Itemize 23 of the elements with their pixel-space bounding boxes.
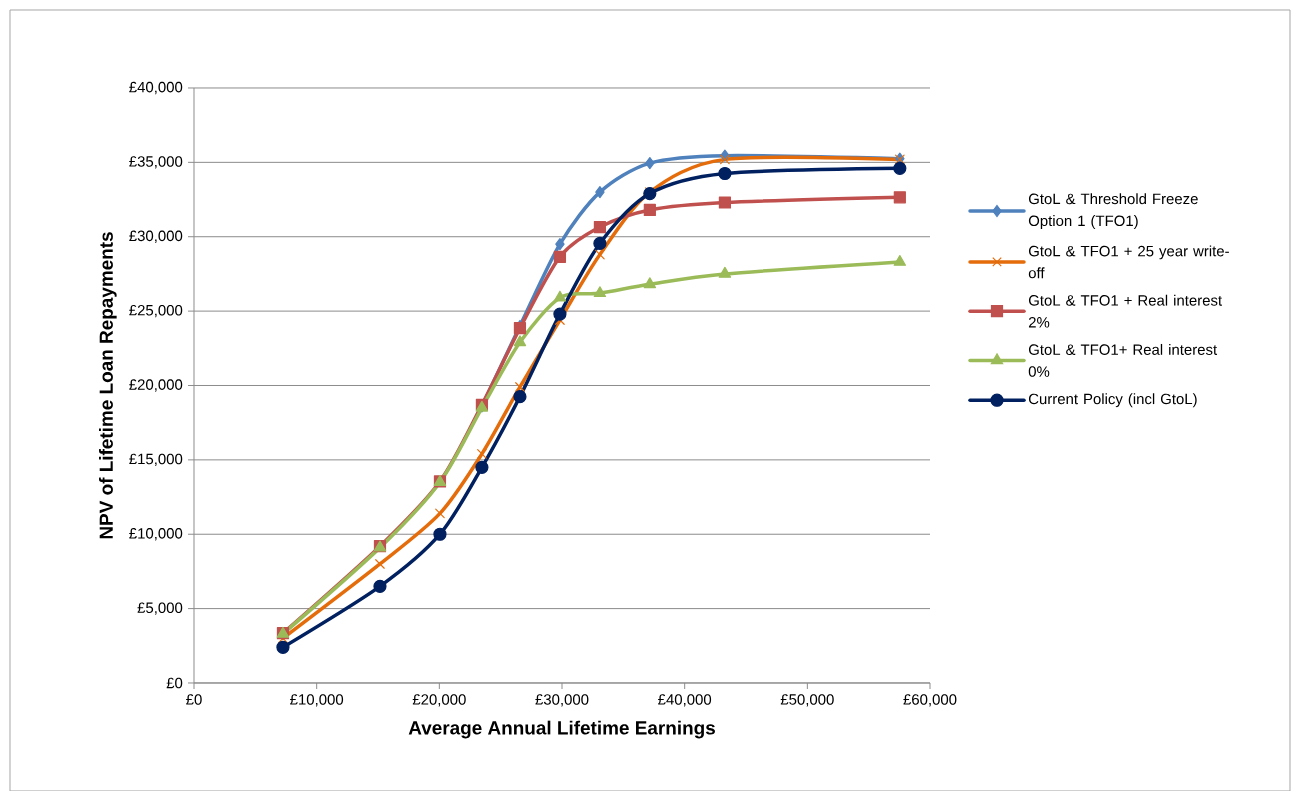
y-tick-label: £0: [166, 677, 183, 689]
y-tick-label: £25,000: [129, 304, 183, 318]
y-tick-label: £10,000: [129, 528, 183, 541]
legend-label: GtoL & Threshold Freeze Option 1 (TFO1): [1028, 193, 1198, 230]
y-tick-label: £15,000: [129, 453, 183, 467]
y-tick-label: £40,000: [129, 81, 183, 95]
legend-label: GtoL & TFO1 + 25 year write-off: [1028, 245, 1229, 279]
x-tick-label: £30,000: [535, 694, 589, 707]
x-axis-title: Average Annual Lifetime Earnings: [408, 720, 715, 739]
x-tick-label: £50,000: [780, 694, 834, 707]
y-axis-title: NPV of Lifetime Loan Repayments: [99, 232, 117, 539]
legend-label: Current Policy (incl GtoL): [1028, 393, 1197, 408]
legend-label: GtoL & TFO1+ Real interest 0%: [1028, 343, 1218, 377]
x-tick-label: £60,000: [903, 694, 957, 707]
y-tick-label: £20,000: [129, 379, 183, 392]
x-tick-label: £40,000: [658, 694, 712, 707]
x-tick-label: £0: [186, 694, 202, 705]
y-tick-label: £35,000: [129, 156, 183, 169]
legend-label: GtoL & TFO1 + Real interest 2%: [1028, 294, 1223, 328]
y-tick-label: £5,000: [137, 602, 183, 615]
x-tick-label: £20,000: [412, 694, 466, 707]
x-tick-label: £10,000: [290, 694, 344, 707]
y-tick-label: £30,000: [129, 230, 183, 243]
